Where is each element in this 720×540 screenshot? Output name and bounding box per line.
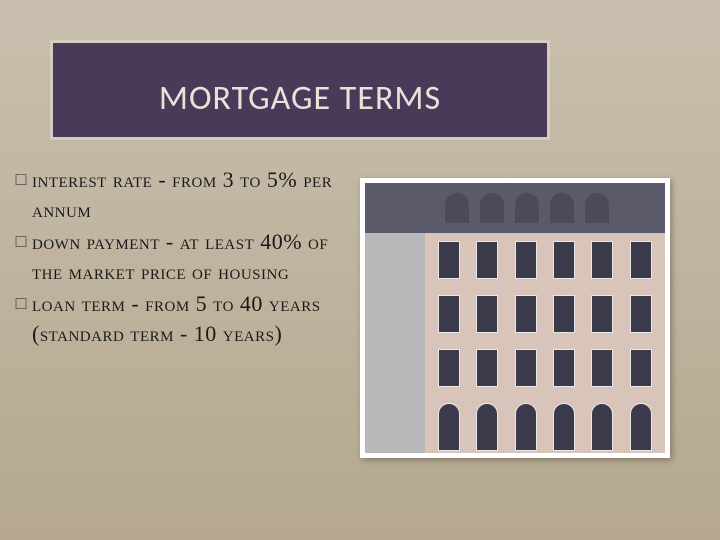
bullet-icon: □: [10, 165, 32, 193]
title-box: MORTGAGE TERMS: [50, 40, 550, 140]
window-icon: [630, 241, 652, 279]
window-icon: [438, 403, 460, 451]
window-row: [425, 295, 665, 337]
roof: [365, 183, 665, 233]
window-icon: [591, 403, 613, 451]
window-icon: [438, 295, 460, 333]
window-icon: [476, 403, 498, 451]
dormer-icon: [445, 193, 469, 223]
window-icon: [591, 349, 613, 387]
window-icon: [515, 241, 537, 279]
dormer-icon: [550, 193, 574, 223]
dormer-icon: [515, 193, 539, 223]
window-icon: [476, 349, 498, 387]
list-item: □ loan term - from 5 to 40 years (standa…: [10, 289, 340, 349]
window-icon: [591, 241, 613, 279]
list-item: □ interest rate - from 3 to 5% per annum: [10, 165, 340, 225]
window-row: [425, 403, 665, 445]
window-row: [425, 349, 665, 391]
window-icon: [553, 295, 575, 333]
window-icon: [553, 241, 575, 279]
window-icon: [515, 295, 537, 333]
window-icon: [438, 241, 460, 279]
facade-main: [425, 233, 665, 453]
list-item: □ down payment - at least 40% of the mar…: [10, 227, 340, 287]
facade-left: [365, 233, 425, 453]
window-icon: [591, 295, 613, 333]
window-icon: [630, 295, 652, 333]
window-icon: [515, 349, 537, 387]
window-icon: [553, 349, 575, 387]
building-image-frame: [360, 178, 670, 458]
bullet-icon: □: [10, 289, 32, 317]
window-row: [425, 241, 665, 283]
list-item-text: down payment - at least 40% of the marke…: [32, 227, 340, 287]
window-icon: [553, 403, 575, 451]
slide-title: MORTGAGE TERMS: [159, 78, 441, 119]
window-icon: [630, 349, 652, 387]
dormer-icon: [480, 193, 504, 223]
window-icon: [438, 349, 460, 387]
list-item-text: loan term - from 5 to 40 years (standard…: [32, 289, 340, 349]
window-icon: [515, 403, 537, 451]
window-icon: [630, 403, 652, 451]
bullet-icon: □: [10, 227, 32, 255]
building-image: [365, 183, 665, 453]
window-icon: [476, 241, 498, 279]
list-item-text: interest rate - from 3 to 5% per annum: [32, 165, 340, 225]
bullet-list: □ interest rate - from 3 to 5% per annum…: [10, 165, 340, 351]
window-icon: [476, 295, 498, 333]
dormer-icon: [585, 193, 609, 223]
